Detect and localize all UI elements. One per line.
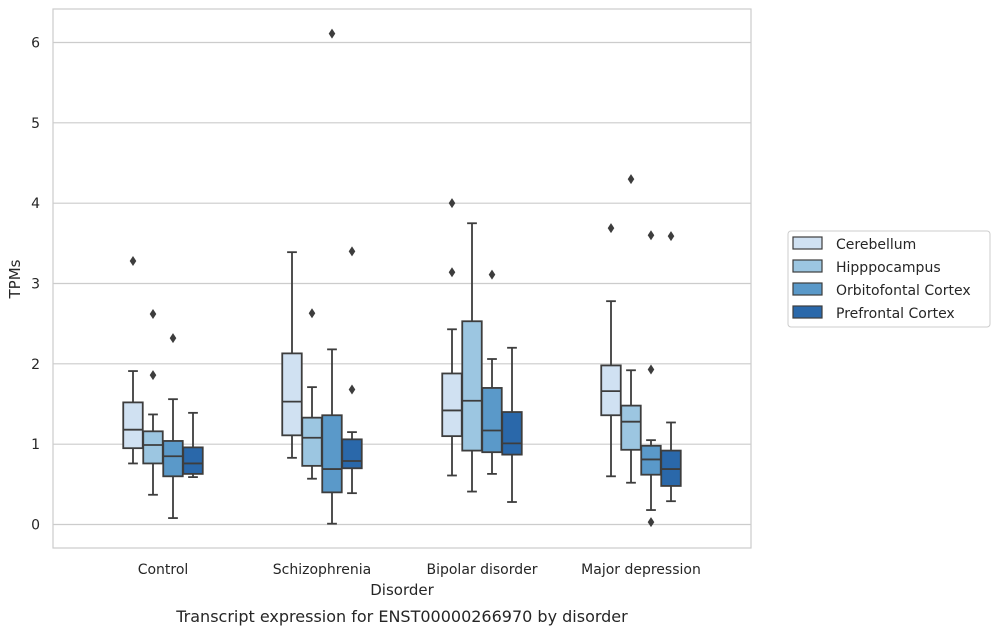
y-tick-label: 6 <box>31 36 40 52</box>
box-body <box>321 414 343 494</box>
outlier-point <box>627 174 635 185</box>
box-body <box>301 416 323 467</box>
legend-item: Prefrontal Cortex <box>792 305 955 322</box>
box-orbitofontal-cortex <box>321 28 343 525</box>
outlier-point <box>448 267 456 278</box>
legend-label: Cerebellum <box>836 237 916 253</box>
box-body <box>122 401 144 450</box>
legend: Cerebellum Hipppocampus Orbitofontal Corte… <box>787 230 991 328</box>
legend-swatch <box>792 259 823 273</box>
box-cerebellum <box>600 223 622 478</box>
box-hipppocampus <box>620 174 642 484</box>
box-body <box>182 446 204 475</box>
legend-label: Hipppocampus <box>836 260 941 276</box>
box-body <box>620 404 642 451</box>
outlier-point <box>647 364 655 375</box>
legend-swatch <box>792 305 823 319</box>
legend-swatch <box>792 282 823 296</box>
x-tick-label: Schizophrenia <box>273 562 371 578</box>
box-body <box>481 387 503 454</box>
outlier-point <box>169 333 177 344</box>
box-cerebellum <box>122 256 144 465</box>
outlier-point <box>348 384 356 395</box>
box-prefrontal-cortex <box>660 231 682 503</box>
box-body <box>281 352 303 437</box>
outlier-point <box>488 269 496 280</box>
box-hipppocampus <box>142 309 164 496</box>
box-body <box>142 430 164 465</box>
y-tick-label: 0 <box>31 518 40 534</box>
box-plots <box>122 28 682 528</box>
legend-label: Orbitofontal Cortex <box>836 283 971 299</box>
box-body <box>162 440 184 478</box>
x-tick-label: Bipolar disorder <box>426 562 537 578</box>
box-orbitofontal-cortex <box>481 269 503 475</box>
box-body <box>441 372 463 438</box>
box-cerebellum <box>281 251 303 459</box>
plot-area-frame <box>52 8 752 549</box>
box-prefrontal-cortex <box>182 411 204 479</box>
outlier-point <box>647 517 655 528</box>
legend-item: Hipppocampus <box>792 259 941 276</box>
x-tick-label: Control <box>138 562 189 578</box>
box-body <box>501 411 523 456</box>
box-prefrontal-cortex <box>501 346 523 503</box>
outlier-point <box>348 246 356 257</box>
outlier-point <box>448 198 456 209</box>
legend-frame <box>787 230 991 328</box>
x-axis-ticks: Control Schizophrenia Bipolar disorder Majo… <box>138 562 701 578</box>
legend-label: Prefrontal Cortex <box>836 306 955 322</box>
box-hipppocampus <box>461 222 483 493</box>
outlier-point <box>129 256 137 267</box>
outlier-point <box>607 223 615 234</box>
box-body <box>461 320 483 452</box>
y-tick-label: 4 <box>31 196 40 212</box>
y-axis-ticks: 0 1 2 3 4 5 6 <box>31 36 40 534</box>
y-tick-label: 2 <box>31 357 40 373</box>
chart-caption: Transcript expression for ENST0000026697… <box>175 607 628 626</box>
outlier-point <box>149 309 157 320</box>
box-cerebellum <box>441 198 463 477</box>
x-tick-label: Major depression <box>581 562 701 578</box>
outlier-point <box>667 231 675 242</box>
y-tick-label: 1 <box>31 437 40 453</box>
outlier-point <box>328 28 336 39</box>
x-axis-title: Disorder <box>370 581 434 599</box>
legend-item: Orbitofontal Cortex <box>792 282 971 299</box>
outlier-point <box>308 308 316 319</box>
outlier-point <box>647 230 655 241</box>
legend-swatch <box>792 236 823 250</box>
box-body <box>341 438 363 470</box>
outlier-point <box>149 370 157 381</box>
legend-item: Cerebellum <box>792 236 916 253</box>
y-tick-label: 3 <box>31 277 40 293</box>
box-prefrontal-cortex <box>341 246 363 495</box>
y-axis-title: TPMs <box>6 259 24 299</box>
y-tick-label: 5 <box>31 116 40 132</box>
